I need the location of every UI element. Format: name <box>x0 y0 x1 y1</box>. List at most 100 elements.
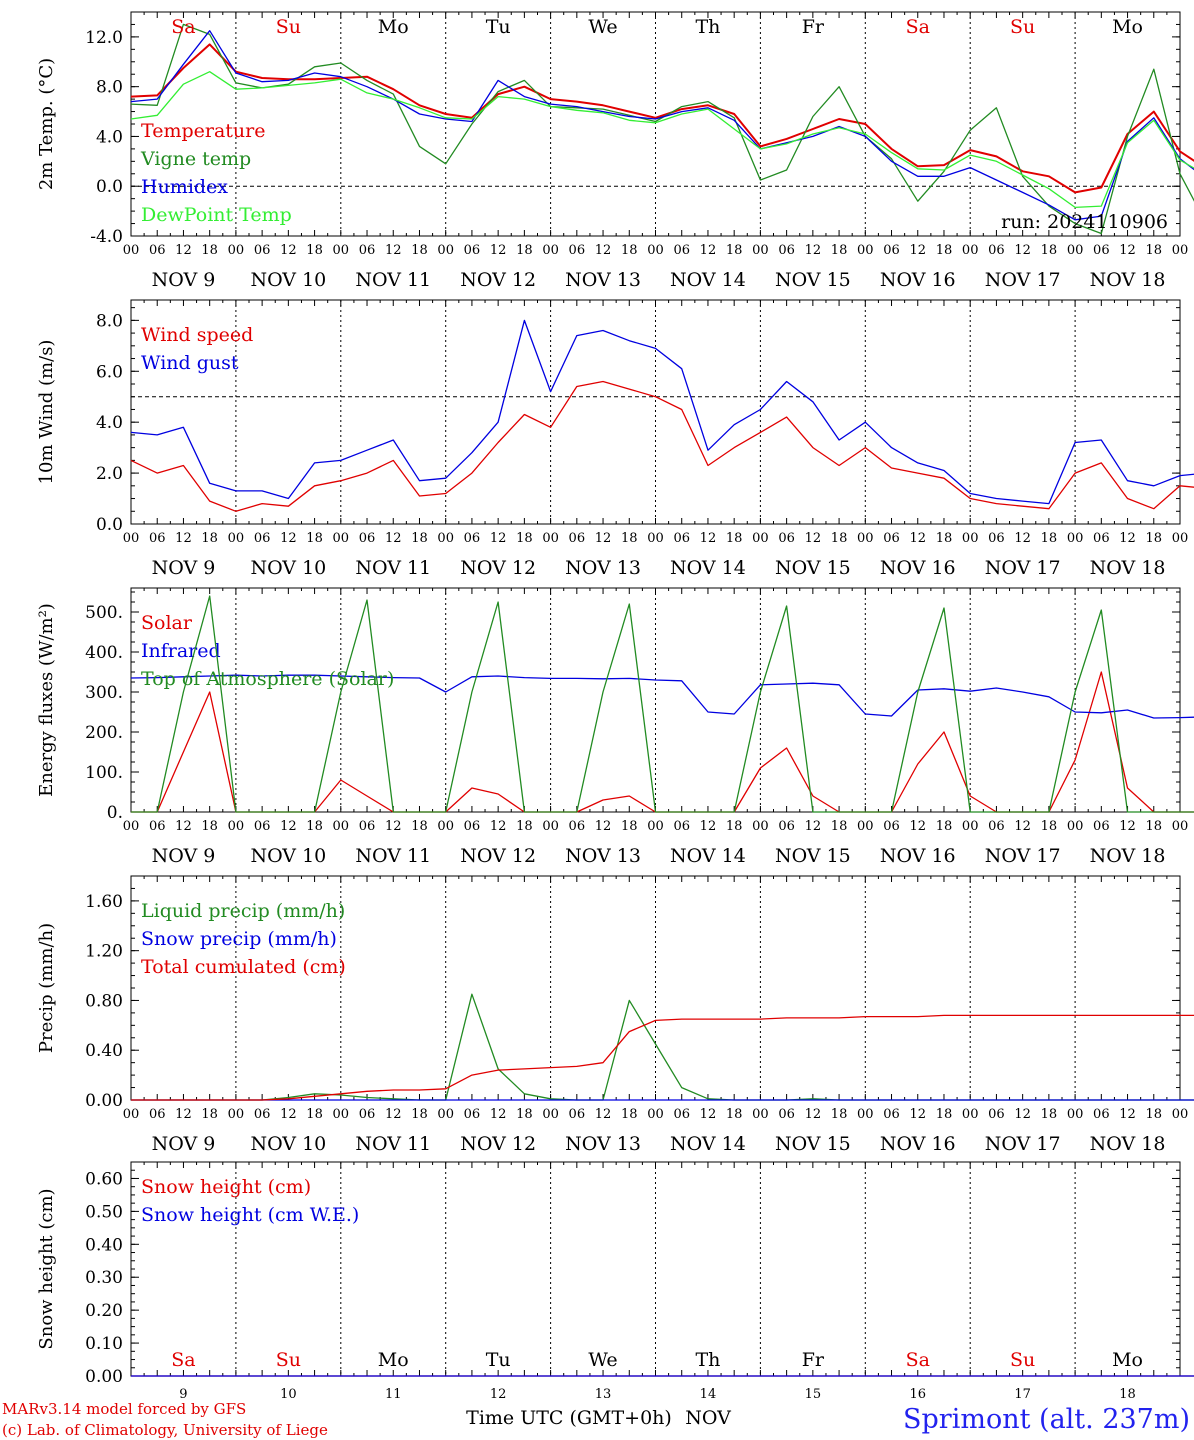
date-label: NOV 9 <box>152 845 216 867</box>
y-tick-label: 4.0 <box>96 127 123 147</box>
chart-panel-1: -4.0 0.0 4.0 8.0 12.0 2m Temp. (°C) Temperatur… <box>36 11 1194 291</box>
weekday-label-top: Mo <box>378 16 409 38</box>
hour-tick-label: 18 <box>936 819 953 834</box>
hour-tick-label: 12 <box>909 243 926 258</box>
hour-tick-label: 18 <box>621 819 638 834</box>
series-line-1 <box>131 671 1194 813</box>
hour-tick-label: 12 <box>595 531 612 546</box>
hour-tick-label: 06 <box>359 243 376 258</box>
chart-panel-4: 0.00 0.40 0.80 1.20 1.60 Precip (mm/h) Liquid … <box>36 875 1194 1155</box>
x-axis-title: Time UTC (GMT+0h) <box>466 1407 672 1429</box>
date-label: NOV 18 <box>1090 269 1166 291</box>
hour-tick-label: 06 <box>1093 243 1110 258</box>
series-line-3 <box>131 595 1194 813</box>
hour-tick-label: 12 <box>385 1107 402 1122</box>
series-line-2 <box>131 1099 1194 1101</box>
hour-tick-label: 18 <box>621 531 638 546</box>
date-label: NOV 10 <box>250 269 326 291</box>
hour-tick-label: 00 <box>647 819 664 834</box>
hour-tick-label: 00 <box>123 531 140 546</box>
hour-tick-label: 00 <box>123 819 140 834</box>
series-line-1 <box>130 43 1194 194</box>
hour-tick-label: 18 <box>1041 531 1058 546</box>
weekday-label-bottom: Fr <box>802 1349 825 1371</box>
legend-entry: Total cumulated (cm) <box>141 956 346 978</box>
hour-tick-label: 12 <box>1014 243 1031 258</box>
y-tick-label: 400. <box>85 643 123 663</box>
date-label: NOV 9 <box>152 1133 216 1155</box>
y-tick-label: 0.80 <box>85 991 123 1011</box>
hour-tick-label: 12 <box>1119 1107 1136 1122</box>
hour-tick-label: 12 <box>595 819 612 834</box>
hour-tick-label: 18 <box>516 531 533 546</box>
hour-tick-label: 12 <box>1119 819 1136 834</box>
hour-tick-label: 06 <box>988 531 1005 546</box>
hour-tick-label: 06 <box>464 531 481 546</box>
run-label: run: 2024110906 <box>1001 211 1168 233</box>
hour-tick-label: 06 <box>883 243 900 258</box>
hour-tick-label: 06 <box>569 243 586 258</box>
hour-tick-label: 18 <box>831 531 848 546</box>
hour-tick-label: 12 <box>805 531 822 546</box>
hour-tick-label: 18 <box>306 531 323 546</box>
series-line-3 <box>130 30 1194 221</box>
date-label: NOV 16 <box>880 1133 956 1155</box>
date-label: NOV 10 <box>250 557 326 579</box>
hour-tick-label: 06 <box>778 243 795 258</box>
hour-tick-label: 06 <box>673 243 690 258</box>
hour-tick-label: 18 <box>726 531 743 546</box>
hour-tick-label: 06 <box>778 1107 795 1122</box>
hour-tick-label: 00 <box>333 531 350 546</box>
day-number-label: 11 <box>385 1387 402 1402</box>
hour-tick-label: 12 <box>595 243 612 258</box>
day-number-label: 14 <box>700 1387 717 1402</box>
hour-tick-label: 12 <box>700 531 717 546</box>
legend-entry: Top of Atmosphere (Solar) <box>141 668 394 690</box>
date-label: NOV 9 <box>152 269 216 291</box>
hour-tick-label: 00 <box>228 1107 245 1122</box>
hour-tick-label: 00 <box>962 243 979 258</box>
hour-tick-label: 12 <box>280 1107 297 1122</box>
hour-tick-label: 00 <box>333 819 350 834</box>
hour-tick-label: 12 <box>490 531 507 546</box>
hour-tick-label: 18 <box>726 819 743 834</box>
hour-tick-label: 18 <box>516 819 533 834</box>
hour-tick-label: 06 <box>464 1107 481 1122</box>
hour-tick-label: 06 <box>149 819 166 834</box>
date-label: NOV 14 <box>670 1133 746 1155</box>
y-tick-label: 1.20 <box>85 942 123 962</box>
hour-tick-label: 06 <box>673 1107 690 1122</box>
hour-tick-label: 00 <box>1172 531 1189 546</box>
hour-tick-label: 12 <box>385 819 402 834</box>
hour-tick-label: 18 <box>516 1107 533 1122</box>
station-label: Sprimont (alt. 237m) <box>903 1404 1190 1435</box>
date-label: NOV 17 <box>985 557 1061 579</box>
hour-tick-label: 00 <box>542 243 559 258</box>
hour-tick-label: 00 <box>333 243 350 258</box>
hour-tick-label: 12 <box>280 243 297 258</box>
date-label: NOV 17 <box>985 269 1061 291</box>
hour-tick-label: 12 <box>1014 1107 1031 1122</box>
hour-tick-label: 18 <box>411 243 428 258</box>
hour-tick-label: 06 <box>883 819 900 834</box>
day-number-label: 12 <box>490 1387 507 1402</box>
hour-tick-label: 00 <box>857 1107 874 1122</box>
legend-entry: Solar <box>141 612 193 634</box>
hour-tick-label: 12 <box>805 1107 822 1122</box>
weekday-label-bottom: Sa <box>171 1349 195 1371</box>
hour-tick-label: 06 <box>883 531 900 546</box>
y-tick-label: 1.60 <box>85 892 123 912</box>
series-line-1 <box>131 993 1194 1101</box>
hour-tick-label: 12 <box>700 1107 717 1122</box>
hour-tick-label: 00 <box>1067 1107 1084 1122</box>
y-tick-label: 0.0 <box>96 515 123 535</box>
weekday-label-top: Tu <box>486 16 511 38</box>
hour-tick-label: 18 <box>831 819 848 834</box>
hour-tick-label: 00 <box>752 531 769 546</box>
date-label: NOV 9 <box>152 557 216 579</box>
hour-tick-label: 00 <box>1172 1107 1189 1122</box>
hour-tick-label: 18 <box>306 243 323 258</box>
weekday-label-top: Fr <box>802 16 825 38</box>
hour-tick-label: 06 <box>778 531 795 546</box>
